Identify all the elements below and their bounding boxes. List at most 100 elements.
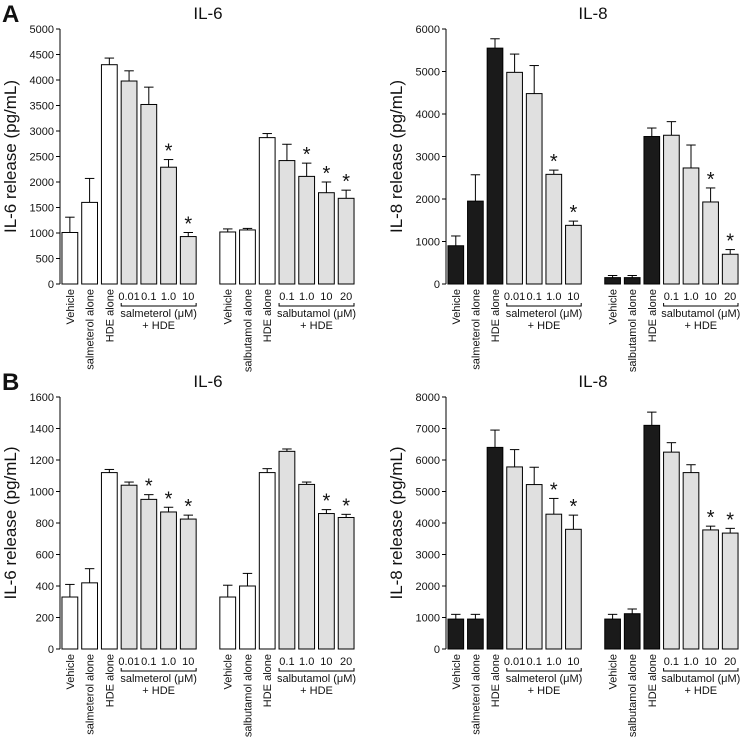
significance-star: * — [184, 213, 192, 235]
x-tick-label: 0.1 — [279, 291, 294, 303]
bar — [447, 245, 465, 285]
bar — [239, 229, 256, 285]
bar — [100, 472, 118, 650]
x-tick-label: 1.0 — [299, 656, 314, 668]
x-tick-label: 0.1 — [141, 656, 156, 668]
bar — [506, 71, 523, 285]
x-tick-label: 0.01 — [118, 291, 139, 303]
significance-star: * — [184, 496, 192, 518]
y-tick-label: 400 — [36, 581, 54, 593]
x-tick-label: 0.1 — [279, 656, 294, 668]
significance-star: * — [323, 163, 331, 185]
bar — [682, 167, 700, 285]
y-tick-label: 1400 — [30, 424, 54, 436]
x-tick-label: HDE alone — [262, 289, 274, 342]
x-tick-label: Vehicle — [223, 654, 235, 689]
bar — [525, 484, 543, 650]
y-tick-label: 1000 — [416, 613, 440, 625]
x-tick-label: HDE alone — [490, 654, 502, 707]
group-bracket — [278, 668, 355, 672]
group-label: salbutamol (μM) — [277, 308, 356, 320]
bar — [604, 277, 621, 285]
x-tick-label: 10 — [567, 656, 579, 668]
y-tick-label: 0 — [434, 644, 440, 656]
bar — [663, 451, 680, 650]
group-label: + HDE — [142, 685, 175, 697]
significance-star: * — [570, 496, 578, 518]
y-axis-label: IL-8 release (pg/mL) — [387, 80, 406, 233]
y-tick-label: 4000 — [416, 109, 440, 121]
bar — [337, 197, 355, 285]
bar — [643, 136, 661, 285]
y-tick-label: 1500 — [30, 203, 54, 215]
x-tick-label: salmeterol alone — [470, 289, 482, 370]
group-label: salmeterol (μM) — [506, 308, 583, 320]
x-tick-label: 20 — [724, 291, 736, 303]
y-tick-label: 2500 — [30, 152, 54, 164]
x-tick-label: 10 — [567, 291, 579, 303]
y-axis-label: IL-6 release (pg/mL) — [1, 80, 20, 233]
y-tick-label: 0 — [48, 279, 54, 291]
x-tick-label: 20 — [340, 291, 352, 303]
group-label: salbutamol (μM) — [661, 308, 740, 320]
bar — [643, 424, 661, 650]
y-tick-label: 5000 — [30, 24, 54, 36]
x-tick-label: 1.0 — [683, 291, 698, 303]
group-label: + HDE — [528, 320, 561, 332]
x-tick-label: salbutamol alone — [242, 654, 254, 737]
x-tick-label: HDE alone — [104, 289, 116, 342]
bar — [318, 192, 335, 285]
y-tick-label: 4000 — [30, 75, 54, 87]
bar — [721, 253, 739, 285]
bar — [663, 134, 680, 285]
y-tick-label: 1000 — [416, 237, 440, 249]
y-tick-label: 7000 — [416, 424, 440, 436]
bar — [120, 80, 138, 285]
group-bracket — [278, 303, 355, 307]
significance-star: * — [707, 169, 715, 191]
significance-star: * — [165, 488, 173, 510]
x-tick-label: 1.0 — [546, 291, 561, 303]
bar — [258, 137, 276, 285]
y-tick-label: 3500 — [30, 101, 54, 113]
group-label: salmeterol (μM) — [120, 673, 197, 685]
group-bracket — [506, 303, 582, 307]
bar — [298, 483, 316, 650]
y-tick-label: 500 — [36, 254, 54, 266]
group-label: + HDE — [684, 320, 717, 332]
group-label: salmeterol (μM) — [120, 308, 197, 320]
x-tick-label: 0.1 — [664, 656, 679, 668]
y-tick-label: 3000 — [416, 550, 440, 562]
significance-star: * — [726, 231, 734, 253]
significance-star: * — [570, 202, 578, 224]
bar — [179, 236, 197, 285]
y-tick-label: 2000 — [30, 177, 54, 189]
x-tick-label: Vehicle — [451, 654, 463, 689]
bar — [623, 277, 641, 285]
x-tick-label: salbutamol alone — [242, 289, 254, 372]
x-tick-label: HDE alone — [104, 654, 116, 707]
bar — [447, 618, 465, 650]
y-tick-label: 3000 — [416, 152, 440, 164]
group-label: + HDE — [528, 685, 561, 697]
y-tick-label: 0 — [48, 644, 54, 656]
panel-label: B — [2, 369, 19, 396]
x-tick-label: Vehicle — [65, 654, 77, 689]
group-bracket — [120, 303, 197, 307]
x-tick-label: 0.01 — [504, 656, 525, 668]
bar — [525, 93, 543, 285]
y-axis-label: IL-6 release (pg/mL) — [1, 446, 20, 599]
y-tick-label: 6000 — [416, 455, 440, 467]
bar — [61, 596, 79, 650]
x-tick-label: salmeterol alone — [85, 289, 97, 370]
x-tick-label: 0.01 — [504, 291, 525, 303]
bar — [298, 175, 316, 285]
y-tick-label: 2000 — [416, 581, 440, 593]
x-tick-label: 10 — [704, 656, 716, 668]
y-tick-label: 800 — [36, 518, 54, 530]
bar — [278, 160, 296, 285]
group-bracket — [663, 668, 739, 672]
y-tick-label: 0 — [434, 279, 440, 291]
bar — [120, 484, 138, 650]
